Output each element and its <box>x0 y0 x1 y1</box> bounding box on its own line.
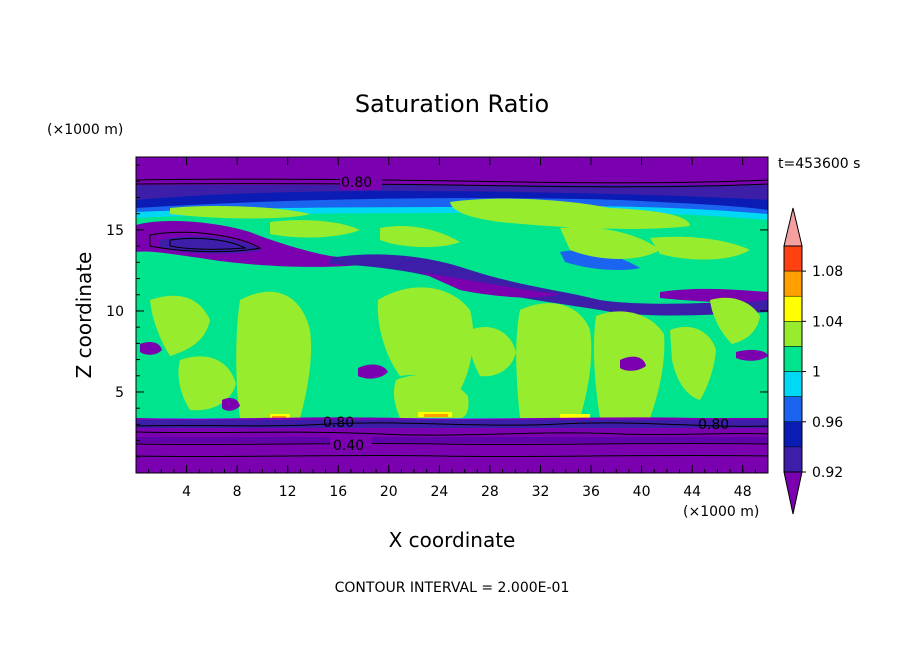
x-tick-label: 36 <box>582 484 600 500</box>
x-tick-label: 16 <box>329 484 347 500</box>
colorbar: 1.08 1.04 1 0.96 0.92 <box>783 207 843 515</box>
x-tick-label: 12 <box>279 484 297 500</box>
x-tick-label: 48 <box>734 484 752 500</box>
colorbar-tick-label: 0.92 <box>812 465 843 481</box>
contour-lines <box>136 178 768 458</box>
x-axis-label: X coordinate <box>389 528 516 552</box>
y-tick-label: 5 <box>115 385 124 401</box>
contour-label: 0.40 <box>333 438 364 454</box>
x-tick-label: 32 <box>532 484 550 500</box>
colorbar-swatch <box>783 346 803 372</box>
contour-labels: 0.80 0.80 0.40 0.80 <box>323 173 729 454</box>
contour-interval-note: CONTOUR INTERVAL = 2.000E-01 <box>335 580 570 596</box>
time-label: t=453600 s <box>778 156 860 172</box>
x-tick-label: 20 <box>380 484 398 500</box>
x-tick-label: 28 <box>481 484 499 500</box>
x-unit-label: (×1000 m) <box>683 504 759 520</box>
contour-label: 0.80 <box>698 417 729 433</box>
colorbar-tick-label: 1.08 <box>812 264 843 280</box>
colorbar-swatch <box>783 245 803 272</box>
colorbar-swatch <box>783 421 803 448</box>
x-tick-label: 8 <box>233 484 242 500</box>
contour-label: 0.80 <box>323 415 354 431</box>
colorbar-frame <box>783 245 803 473</box>
y-tick-label: 15 <box>106 223 124 239</box>
y-tick-label: 10 <box>106 304 124 320</box>
colorbar-swatch <box>783 295 803 322</box>
chart-title: Saturation Ratio <box>355 90 549 118</box>
colorbar-swatch <box>783 321 803 347</box>
colorbar-max-arrow <box>783 207 803 247</box>
colorbar-swatch <box>783 371 803 397</box>
x-tick-label: 40 <box>633 484 651 500</box>
x-tick-label: 44 <box>683 484 701 500</box>
contour-label: 0.80 <box>341 175 372 191</box>
colorbar-tick-label: 0.96 <box>812 415 843 431</box>
x-tick-label: 24 <box>430 484 448 500</box>
colorbar-swatch <box>783 270 803 297</box>
y-unit-label: (×1000 m) <box>47 122 123 138</box>
colorbar-min-arrow <box>783 471 803 515</box>
y-axis: 5 10 15 <box>106 164 768 458</box>
y-axis-label: Z coordinate <box>72 252 96 379</box>
x-tick-label: 4 <box>182 484 191 500</box>
colorbar-swatch <box>783 396 803 423</box>
colorbar-tick-label: 1 <box>812 365 821 381</box>
heatmap-field <box>136 157 768 473</box>
colorbar-swatch <box>783 446 803 473</box>
colorbar-tick-label: 1.04 <box>812 314 843 330</box>
x-axis: 4 8 12 16 20 24 28 32 36 40 44 48 <box>148 157 756 500</box>
